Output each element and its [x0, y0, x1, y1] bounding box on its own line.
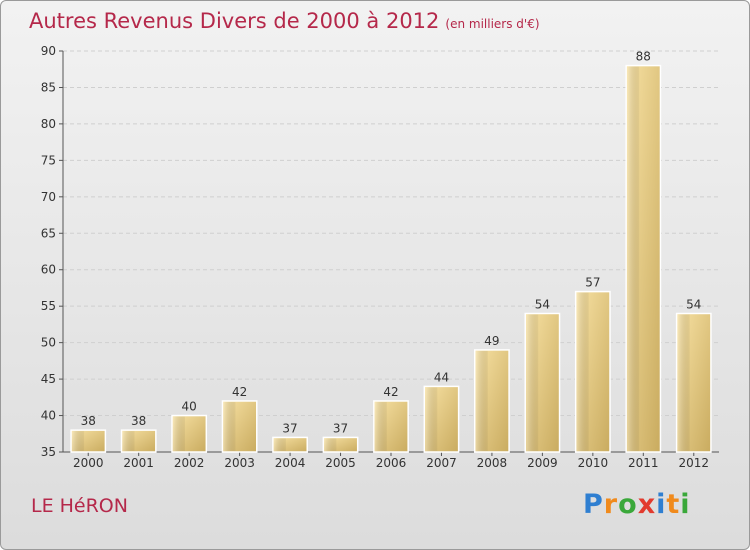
bars: 38 38 40 42 37 37 42 44 49 54 57 88 54 — [70, 50, 712, 453]
bar-highlight — [576, 292, 589, 451]
bar-highlight — [374, 401, 387, 451]
bar-highlight — [223, 401, 236, 451]
value-label: 37 — [333, 421, 348, 435]
x-tick-label: 2006 — [376, 456, 407, 470]
bar-highlight — [425, 387, 438, 451]
logo-letter: o — [618, 489, 638, 520]
y-tick-label: 35 — [41, 445, 56, 459]
logo-letter: r — [603, 489, 619, 520]
x-tick-label: 2000 — [73, 456, 104, 470]
bar-highlight — [172, 416, 186, 451]
x-tick-label: 2012 — [678, 456, 709, 470]
x-tick-label: 2009 — [527, 456, 558, 470]
value-label: 42 — [383, 385, 398, 399]
value-label: 57 — [585, 276, 600, 290]
x-tick-label: 2001 — [123, 456, 154, 470]
bar-highlight — [324, 438, 337, 451]
y-tick-label: 60 — [41, 263, 56, 277]
value-label: 54 — [535, 297, 550, 311]
value-label: 37 — [282, 421, 297, 435]
axes: 35 40 45 50 55 60 65 70 75 80 85 90 2000 2001 2002 2003… — [41, 44, 719, 470]
value-label: 54 — [686, 297, 701, 311]
y-tick-label: 50 — [41, 336, 56, 350]
bar-highlight — [72, 431, 85, 451]
bar-highlight — [627, 66, 640, 451]
y-tick-label: 40 — [41, 409, 56, 423]
value-label: 42 — [232, 385, 247, 399]
bar-highlight — [526, 314, 539, 451]
bar-highlight — [122, 431, 135, 451]
value-label: 44 — [434, 370, 449, 384]
chart-title-text: Autres Revenus Divers de 2000 à 2012 — [29, 9, 440, 33]
y-tick-label: 45 — [41, 372, 56, 386]
x-tick-label: 2005 — [325, 456, 356, 470]
y-tick-label: 90 — [41, 44, 56, 58]
x-tick-label: 2007 — [426, 456, 457, 470]
grid-lines — [63, 50, 719, 417]
chart-title: Autres Revenus Divers de 2000 à 2012 (en … — [29, 9, 540, 33]
logo-letter: t — [666, 489, 681, 520]
y-tick-label: 85 — [41, 80, 56, 94]
bar-highlight — [677, 314, 690, 451]
y-tick-label: 70 — [41, 190, 56, 204]
logo-letter: i — [680, 489, 691, 520]
logo-letter: P — [583, 489, 604, 520]
x-tick-label: 2010 — [578, 456, 609, 470]
bar-highlight — [475, 350, 488, 451]
logo-letter: i — [656, 489, 667, 520]
y-tick-label: 80 — [41, 117, 56, 131]
chart-unit: (en milliers d'€) — [445, 17, 540, 31]
y-tick-label: 55 — [41, 299, 56, 313]
value-label: 49 — [484, 334, 499, 348]
value-label: 38 — [131, 414, 146, 428]
commune-name: LE HéRON — [31, 495, 128, 517]
value-label: 38 — [81, 414, 96, 428]
x-tick-label: 2004 — [275, 456, 306, 470]
bar-highlight — [273, 438, 286, 451]
x-tick-label: 2003 — [224, 456, 255, 470]
y-tick-label: 75 — [41, 153, 56, 167]
logo-letter: x — [637, 489, 657, 520]
value-label: 88 — [636, 50, 651, 64]
x-tick-label: 2002 — [174, 456, 205, 470]
x-tick-label: 2011 — [628, 456, 659, 470]
y-tick-label: 65 — [41, 226, 56, 240]
value-label: 40 — [182, 400, 197, 414]
proxiti-logo: Proxiti — [583, 489, 691, 520]
x-tick-label: 2008 — [477, 456, 508, 470]
